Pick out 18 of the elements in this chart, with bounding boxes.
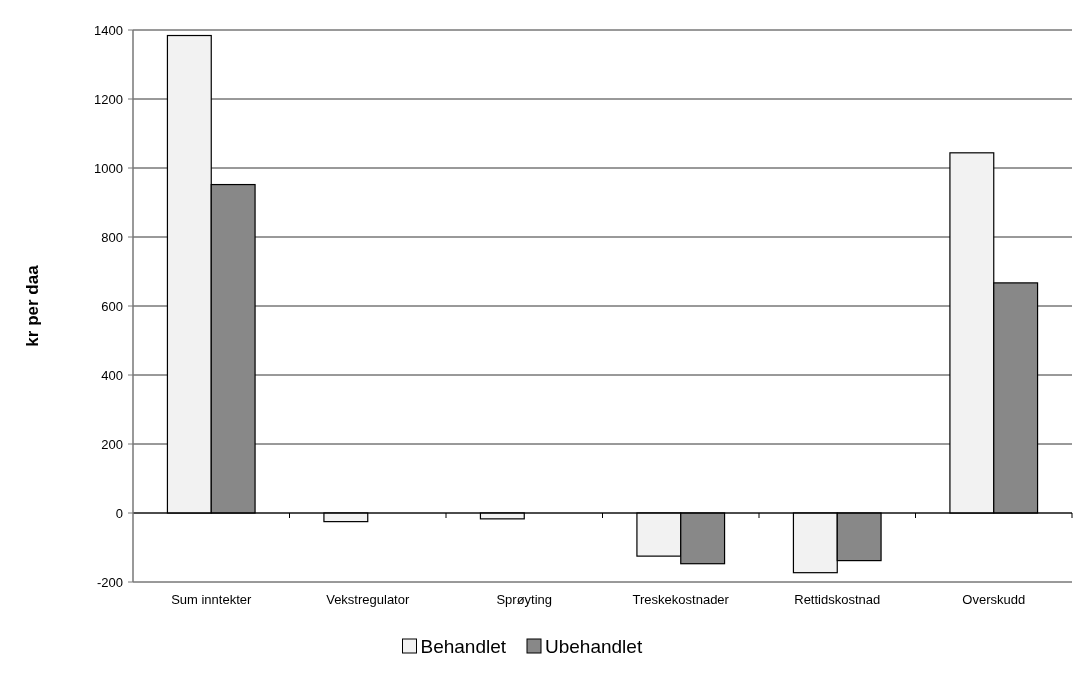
- legend-label: Behandlet: [420, 635, 507, 657]
- y-tick-label: 1200: [94, 91, 123, 107]
- x-tick-label: Treskekostnader: [632, 592, 730, 607]
- x-tick-label: Overskudd: [962, 592, 1026, 607]
- y-tick-label: 1000: [94, 160, 123, 176]
- legend-label: Ubehandlet: [545, 635, 643, 657]
- y-tick-label: 1400: [94, 22, 123, 38]
- x-tick-label: Rettidskostnad: [794, 592, 881, 607]
- x-tick-label: Sum inntekter: [171, 592, 253, 607]
- y-tick-label: -200: [96, 574, 123, 590]
- x-tick-label: Vekstregulator: [326, 592, 410, 607]
- y-tick-label: 400: [101, 367, 123, 383]
- y-tick-label: 0: [115, 505, 123, 521]
- y-tick-label: 200: [101, 436, 123, 452]
- x-tick-label: Sprøyting: [496, 592, 553, 607]
- y-tick-label: 600: [101, 298, 123, 314]
- y-tick-label: 800: [101, 229, 123, 245]
- y-axis-title: kr per daa: [23, 264, 42, 347]
